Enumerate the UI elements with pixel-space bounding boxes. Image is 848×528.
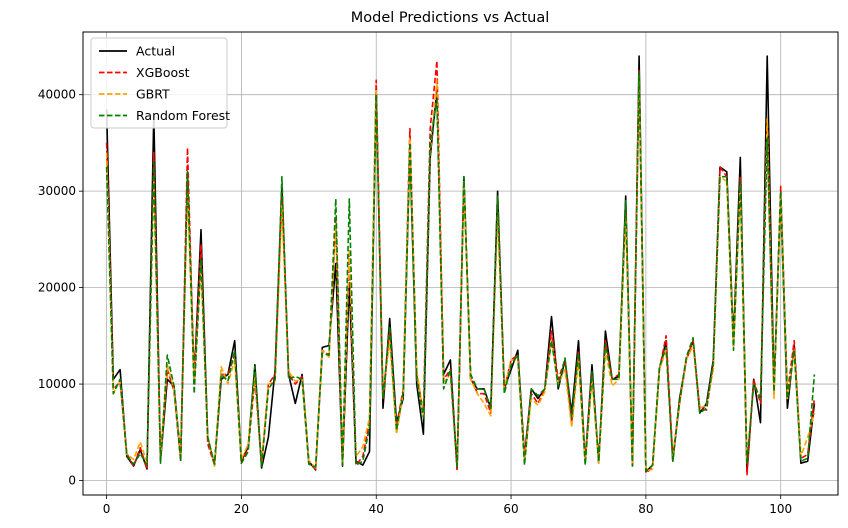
x-tick-label: 20 xyxy=(234,502,249,516)
x-tick-label: 0 xyxy=(103,502,111,516)
legend-label: Actual xyxy=(136,44,175,59)
y-tick-label: 30000 xyxy=(38,184,76,198)
x-tick-label: 40 xyxy=(369,502,384,516)
legend-box xyxy=(90,37,228,129)
legend-label: GBRT xyxy=(136,87,170,102)
plot-frame xyxy=(82,31,839,496)
legend: Actual XGBoost GBRT Random Forest xyxy=(90,37,230,129)
legend-label: XGBoost xyxy=(136,65,190,80)
y-tick-label: 0 xyxy=(68,474,76,488)
series-layer xyxy=(105,55,816,476)
y-axis: 0 10000 20000 30000 40000 xyxy=(38,88,83,488)
x-tick-label: 60 xyxy=(503,502,518,516)
series-line-random-forest xyxy=(105,71,816,472)
x-tick-label: 80 xyxy=(638,502,653,516)
y-tick-label: 20000 xyxy=(38,281,76,295)
chart-title: Model Predictions vs Actual xyxy=(351,10,550,26)
x-axis: 0 20 40 60 80 100 xyxy=(103,495,792,516)
legend-label: Random Forest xyxy=(136,108,230,123)
series-line-gbrt xyxy=(105,74,816,472)
x-tick-label: 100 xyxy=(769,502,792,516)
y-tick-label: 40000 xyxy=(38,88,76,102)
y-tick-label: 10000 xyxy=(38,377,76,391)
